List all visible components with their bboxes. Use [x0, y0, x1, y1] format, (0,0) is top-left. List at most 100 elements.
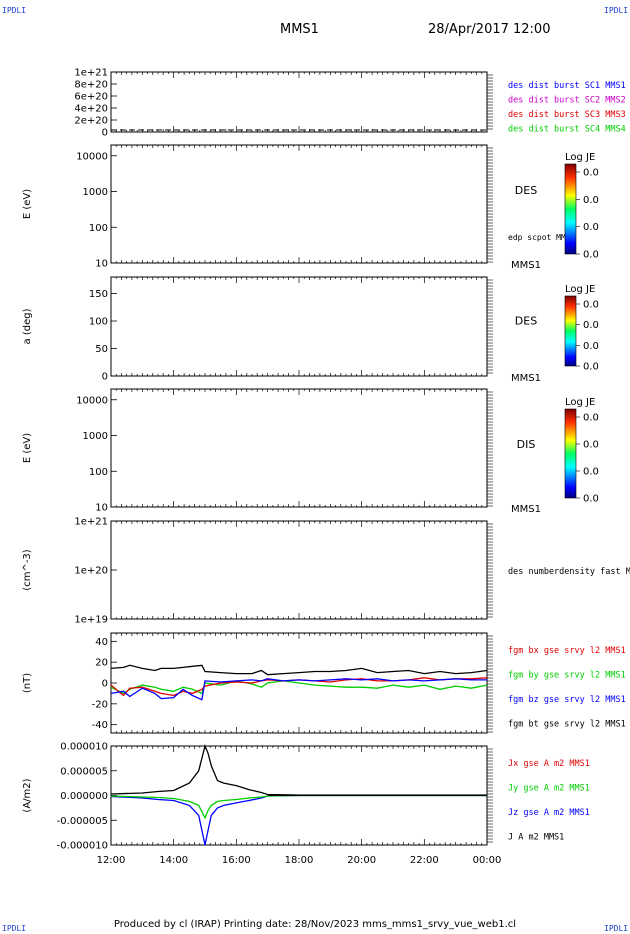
spacecraft-label: MMS1: [511, 260, 541, 271]
corner-label-top-left: IPDLI: [2, 6, 27, 15]
corner-label-top-right: IPDLI: [604, 6, 629, 15]
x-tick-label: 16:00: [222, 855, 251, 866]
legend-entry: fgm by gse srvy l2 MMS1: [508, 671, 626, 681]
colorbar-title: Log JE: [565, 152, 595, 163]
series-bz-line: [110, 678, 487, 701]
y-tick-label: 4e+20: [74, 104, 108, 115]
panel-frame: [110, 144, 488, 264]
series-Jy-line: [110, 794, 487, 820]
colorbar-tick-label: 0.0: [583, 413, 599, 424]
legend-entry: des dist burst SC3 MMS3: [508, 110, 626, 120]
y-axis-label: (A/m2): [22, 778, 33, 812]
series-Jz-line: [110, 794, 487, 846]
scpot-label: edp scpot MMS1: [508, 233, 576, 242]
panel-des_pitch: 150 100 50 0 a (deg) DES MMS1 Log JE 0.0 0.0 0.0 0.…: [22, 276, 599, 384]
colorbar-tick-label: 0.0: [583, 467, 599, 478]
y-axis-label: (cm^-3): [22, 549, 33, 590]
corner-label-bottom-right: IPDLI: [604, 924, 629, 933]
y-tick-label: 0: [102, 128, 108, 139]
y-tick-label: 0: [102, 679, 108, 690]
y-tick-label: 40: [95, 637, 108, 648]
y-tick-label: 1000: [83, 431, 108, 442]
y-tick-label: 10: [95, 503, 108, 514]
legend-entry: des dist burst SC2 MMS2: [508, 96, 626, 106]
colorbar-tick-label: 0.0: [583, 195, 599, 206]
panel-fgm: 40 20 0 -20 -40 (nT) fgm bx gse srvy l2 MMS1 fg…: [22, 632, 626, 734]
panel-current: 0.000010 0.000005 0.000000 -0.000005 -0.0000…: [22, 742, 590, 867]
colorbar: [564, 295, 577, 367]
colorbar-tick-label: 0.0: [583, 320, 599, 331]
colorbar-tick-label: 0.0: [583, 440, 599, 451]
x-tick-label: 14:00: [159, 855, 188, 866]
y-tick-label: 150: [89, 289, 108, 300]
colorbar-tick-label: 0.0: [583, 222, 599, 233]
legend-entry: fgm bx gse srvy l2 MMS1: [508, 646, 626, 656]
panel-frame: [110, 520, 488, 620]
x-tick-label: 22:00: [410, 855, 439, 866]
panel-des_energy: 10000 1000 100 10 E (eV) DES edp scpot MMS1 MMS…: [22, 144, 599, 271]
x-tick-label: 18:00: [285, 855, 314, 866]
colorbar-tick-label: 0.0: [583, 300, 599, 311]
y-axis-label: E (eV): [22, 433, 33, 463]
panel-frame: [110, 276, 488, 377]
y-axis-label: a (deg): [22, 308, 33, 344]
panel-dis_energy: 10000 1000 100 10 E (eV) DIS MMS1 Log JE 0.0 0.0 0…: [22, 388, 599, 515]
colorbar-title: Log JE: [565, 397, 595, 408]
instrument-label: DIS: [517, 438, 536, 451]
y-tick-label: 0.000010: [60, 742, 108, 753]
y-tick-label: 2e+20: [74, 116, 108, 127]
y-tick-label: 1e+20: [74, 566, 108, 577]
colorbar-tick-label: 0.0: [583, 341, 599, 352]
x-tick-label: 00:00: [473, 855, 502, 866]
legend-entry: fgm bt gse srvy l2 MMS1: [508, 720, 626, 730]
panel-frame: [110, 388, 488, 508]
y-tick-label: 0.000000: [60, 791, 108, 802]
legend-entry: des dist burst SC1 MMS1: [508, 81, 626, 91]
colorbar: [564, 163, 577, 255]
footer-credit: Produced by cl (IRAP) Printing date: 28/…: [113, 919, 517, 930]
series-by-line: [110, 680, 488, 695]
y-tick-label: 10: [95, 259, 108, 270]
y-tick-label: 50: [95, 344, 108, 355]
legend-entry: fgm bz gse srvy l2 MMS1: [508, 695, 626, 705]
y-tick-label: 0.000005: [60, 766, 108, 777]
spacecraft-label: MMS1: [511, 504, 541, 515]
y-tick-label: 1e+21: [74, 68, 108, 79]
y-tick-label: 10000: [76, 151, 108, 162]
panel-density: 1e+21 1e+20 1e+19 (cm^-3) des numberdensity …: [22, 517, 630, 626]
colorbar-tick-label: 0.0: [583, 362, 599, 373]
y-tick-label: 8e+20: [74, 80, 108, 91]
colorbar-tick-label: 0.0: [583, 250, 599, 261]
y-axis-label: (nT): [22, 673, 33, 693]
series-bt-line: [110, 664, 488, 676]
instrument-label: DES: [515, 315, 537, 328]
x-tick-label: 12:00: [97, 855, 126, 866]
legend-entry: Jx gse A m2 MMS1: [508, 759, 590, 769]
legend-entry: des numberdensity fast M: [508, 567, 630, 577]
y-tick-label: -40: [92, 720, 108, 731]
legend-entry: Jz gse A m2 MMS1: [508, 808, 590, 818]
y-axis-label: E (eV): [22, 189, 33, 219]
y-tick-label: -0.000005: [57, 816, 108, 827]
legend-entry: des dist burst SC4 MMS4: [508, 125, 626, 135]
spacecraft-label: MMS1: [511, 373, 541, 384]
y-tick-label: -20: [92, 699, 108, 710]
y-tick-label: 1e+21: [74, 517, 108, 528]
y-tick-label: -0.000010: [57, 841, 108, 852]
y-tick-label: 20: [95, 658, 108, 669]
y-tick-label: 1e+19: [74, 615, 108, 626]
y-tick-label: 0: [102, 372, 108, 383]
y-tick-label: 10000: [76, 395, 108, 406]
colorbar: [564, 408, 577, 499]
colorbar-tick-label: 0.0: [583, 494, 599, 505]
spacecraft-title: MMS1: [280, 22, 319, 37]
x-tick-label: 20:00: [347, 855, 376, 866]
y-tick-label: 100: [89, 467, 108, 478]
instrument-label: DES: [515, 184, 537, 197]
datetime-title: 28/Apr/2017 12:00: [428, 22, 551, 37]
y-tick-label: 100: [89, 223, 108, 234]
legend-entry: J A m2 MMS1: [508, 833, 564, 843]
y-tick-label: 1000: [83, 187, 108, 198]
